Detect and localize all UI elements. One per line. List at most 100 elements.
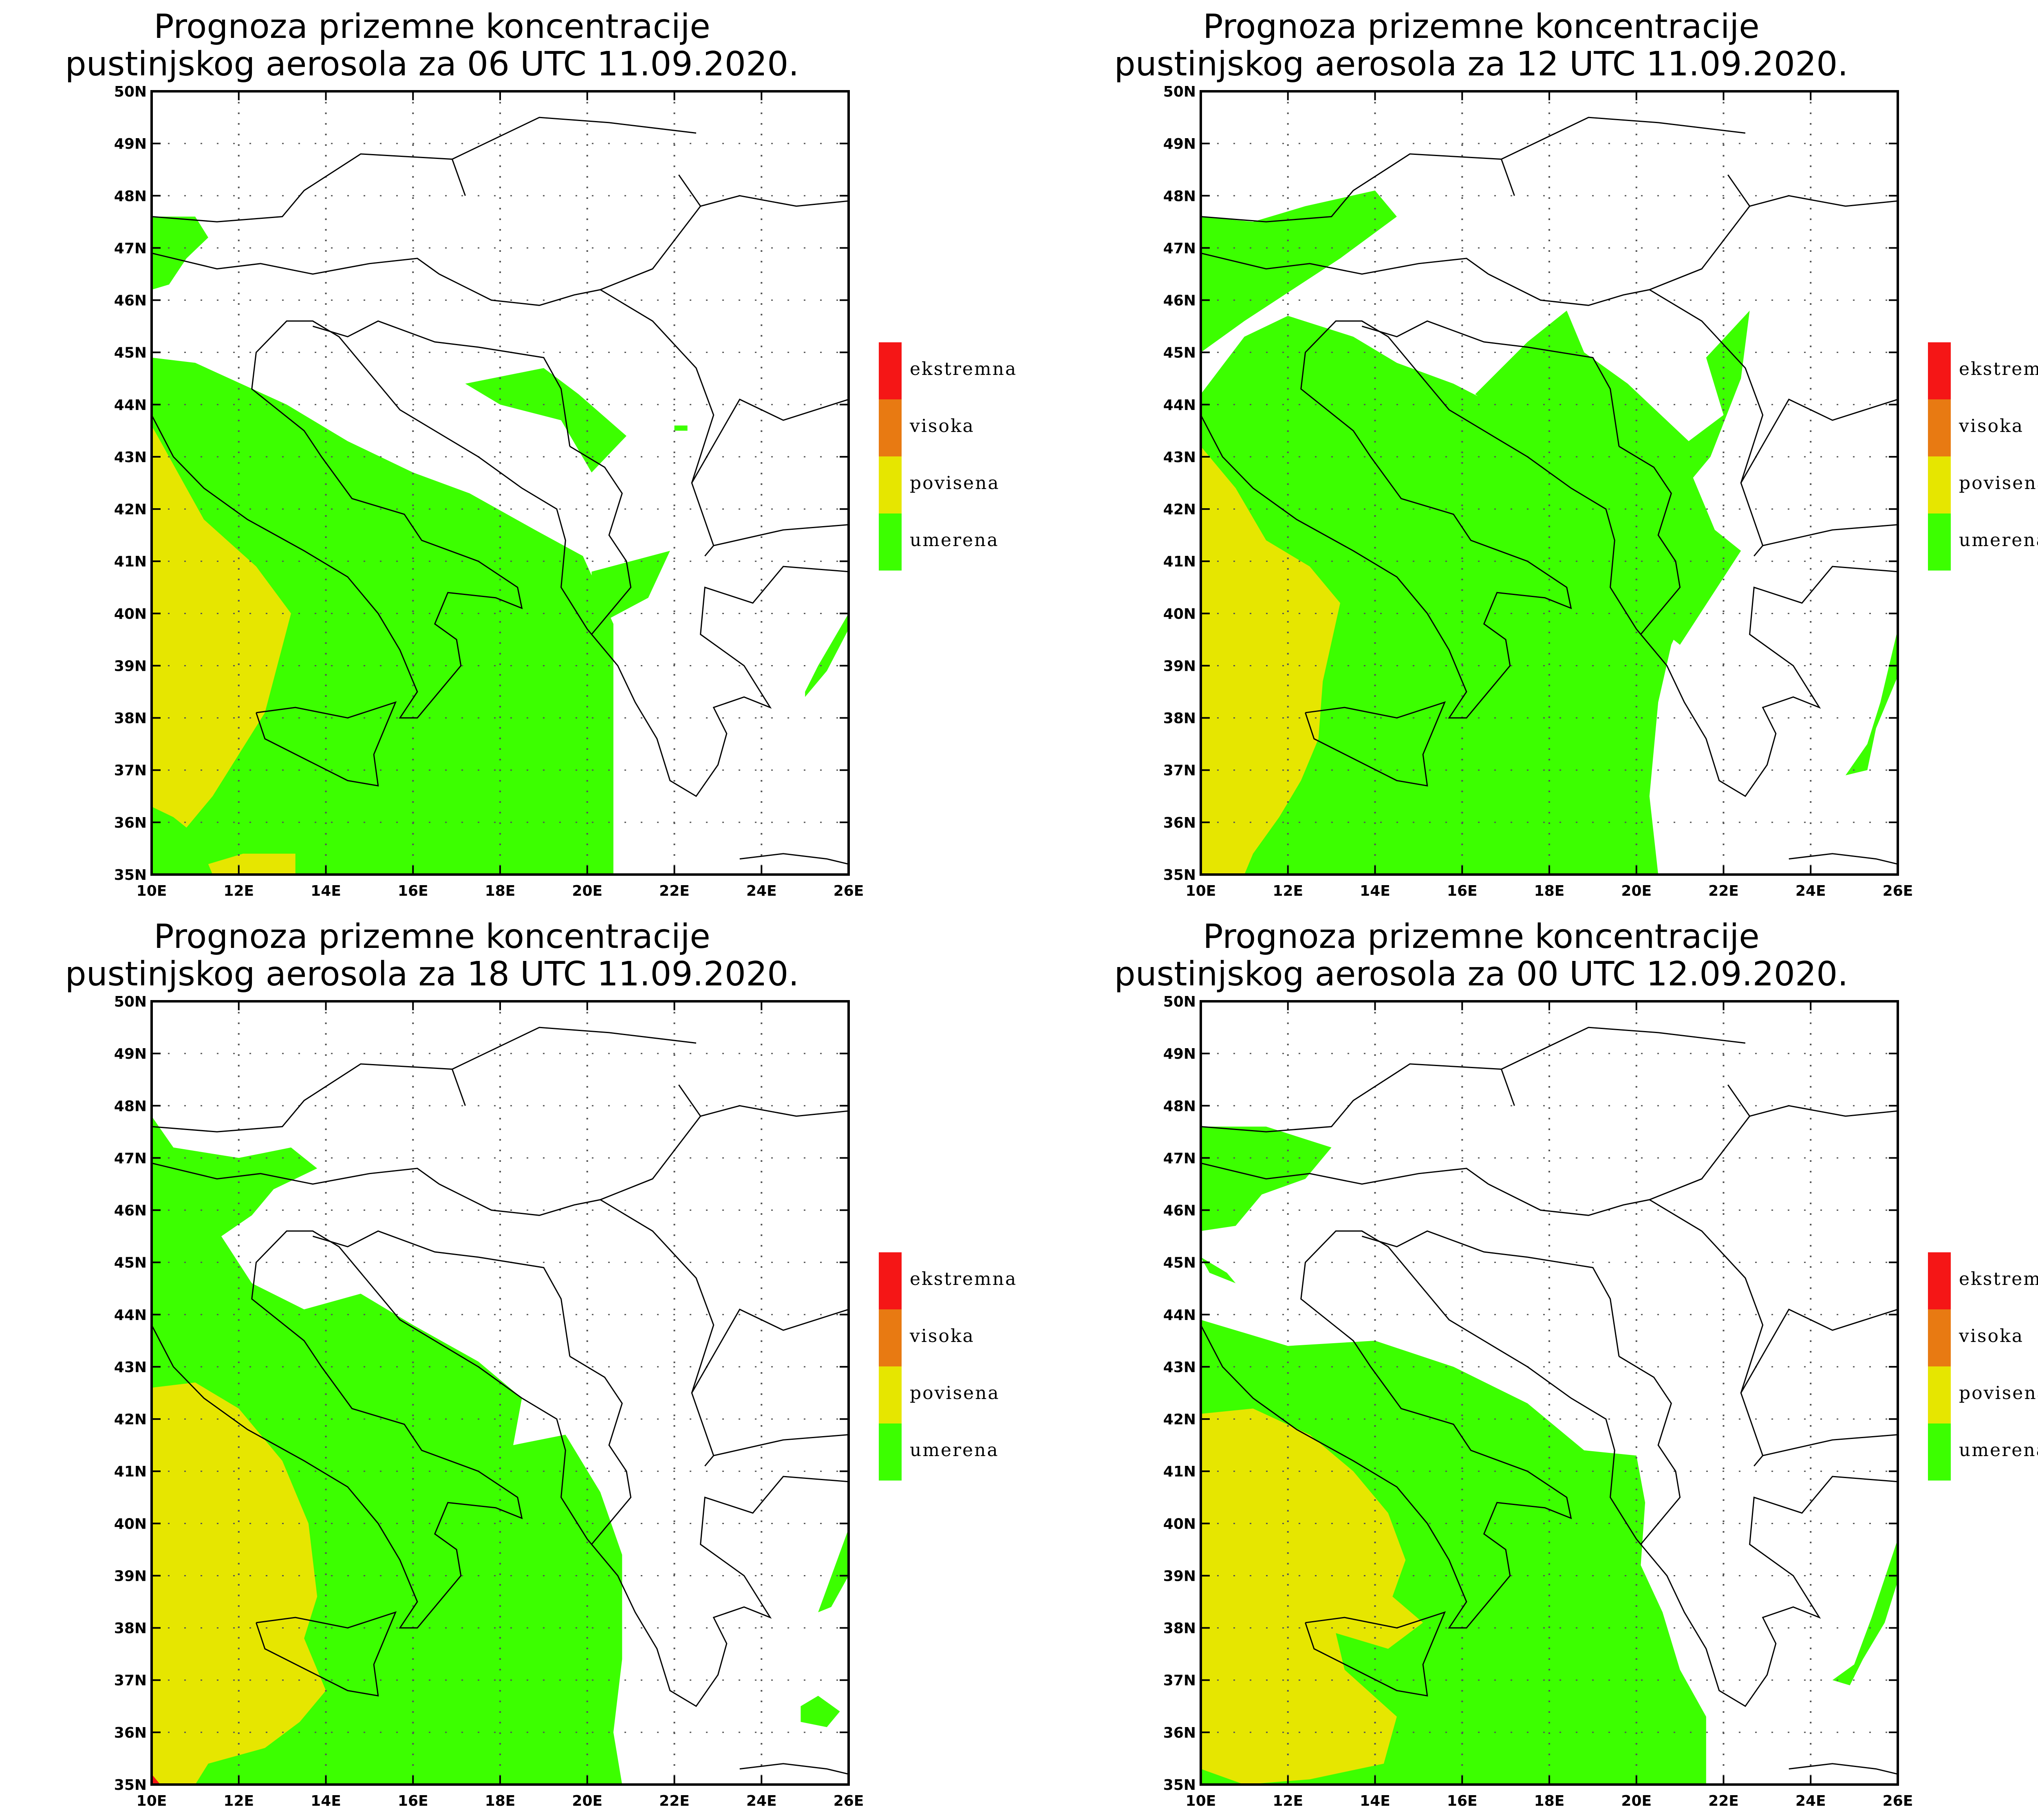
concentration-area-umerena: [805, 613, 849, 697]
lon-tick-label: 24E: [1795, 883, 1826, 899]
forecast-map: 10E 12E 14E 16E 18E 20E 22E 24E 26E 35N 36N 37N 38N 3…: [114, 994, 864, 1809]
lon-tick-label: 16E: [1447, 1793, 1478, 1809]
lat-tick-label: 40N: [114, 1516, 147, 1532]
lon-tick-label: 26E: [834, 1793, 864, 1809]
lat-tick-label: 43N: [1163, 449, 1196, 466]
lon-tick-label: 22E: [659, 883, 690, 899]
legend-item-ekstremna: ekstremna: [879, 342, 1050, 399]
concentration-area-umerena: [1845, 629, 1898, 776]
lat-tick-label: 45N: [1163, 345, 1196, 361]
forecast-map: 10E 12E 14E 16E 18E 20E 22E 24E 26E 35N 36N 37N 38N 3…: [1163, 994, 1913, 1809]
border-line: [1789, 853, 1898, 865]
concentration-area-umerena: [1832, 1539, 1898, 1686]
legend-label-povisena: povisena: [1959, 1383, 2038, 1404]
lon-tick-label: 24E: [746, 883, 777, 899]
border-line: [439, 174, 701, 306]
border-line: [713, 524, 849, 546]
border-line: [1749, 1105, 1898, 1117]
legend-item-visoka: visoka: [1928, 1309, 2038, 1366]
border-line: [691, 1309, 849, 1393]
lon-tick-label: 10E: [137, 883, 167, 899]
lon-tick-label: 10E: [1186, 1793, 1216, 1809]
lat-tick-label: 47N: [114, 240, 147, 257]
lat-tick-label: 49N: [1163, 136, 1196, 152]
lat-tick-label: 38N: [1163, 710, 1196, 727]
legend-label-visoka: visoka: [910, 1326, 975, 1346]
panel-title-line2: pustinjskog aerosola za 00 UTC 12.09.202…: [1114, 955, 1848, 994]
lon-tick-label: 24E: [1795, 1793, 1826, 1809]
border-line: [1749, 195, 1898, 207]
border-line: [152, 1162, 440, 1185]
concentration-area-ekstremna: [152, 1774, 161, 1785]
lat-tick-label: 40N: [114, 606, 147, 622]
legend-label-ekstremna: ekstremna: [1959, 359, 2038, 379]
concentration-area-povisena: [1201, 446, 1340, 875]
border-line: [700, 195, 849, 207]
border-line: [700, 1105, 849, 1117]
border-line: [1201, 1063, 1515, 1133]
legend-swatch-visoka: [879, 1309, 902, 1366]
lon-tick-label: 12E: [1273, 1793, 1303, 1809]
border-line: [739, 1763, 849, 1775]
lat-tick-label: 42N: [114, 1411, 147, 1428]
lat-tick-label: 47N: [1163, 240, 1196, 257]
legend-swatch-ekstremna: [1928, 1252, 1951, 1309]
border-line: [1501, 1027, 1746, 1070]
forecast-map: 10E 12E 14E 16E 18E 20E 22E 24E 26E 35N 36N 37N 38N 3…: [1163, 84, 1913, 899]
lat-tick-label: 45N: [114, 1255, 147, 1271]
lon-tick-label: 18E: [485, 1793, 516, 1809]
border-line: [256, 1611, 397, 1697]
legend-swatch-povisena: [1928, 1366, 1951, 1423]
border-line: [312, 320, 571, 447]
border-line: [739, 853, 849, 865]
lat-tick-label: 43N: [114, 449, 147, 466]
legend-label-visoka: visoka: [1959, 416, 2024, 436]
concentration-area-povisena: [1201, 1408, 1423, 1785]
legend-swatch-povisena: [879, 456, 902, 513]
lat-tick-label: 42N: [114, 501, 147, 518]
lon-tick-label: 16E: [398, 883, 428, 899]
lat-tick-label: 39N: [1163, 658, 1196, 674]
concentration-area-umerena: [465, 368, 626, 473]
legend-label-ekstremna: ekstremna: [910, 1269, 1017, 1289]
lat-tick-label: 37N: [114, 1672, 147, 1689]
lon-tick-label: 14E: [1360, 1793, 1390, 1809]
legend-swatch-ekstremna: [1928, 342, 1951, 399]
concentration-areas: [152, 1116, 849, 1785]
lat-tick-label: 50N: [114, 994, 147, 1010]
forecast-panel: Prognoza prizemne koncentracije pustinjs…: [0, 910, 1043, 1820]
lat-tick-label: 44N: [114, 1307, 147, 1324]
lat-tick-label: 48N: [1163, 1098, 1196, 1115]
legend-swatch-visoka: [1928, 1309, 1951, 1366]
border-line: [152, 1230, 849, 1707]
border-line: [1488, 1084, 1751, 1216]
lon-tick-label: 22E: [1708, 1793, 1739, 1809]
lat-tick-label: 36N: [114, 815, 147, 831]
border-line: [1488, 174, 1751, 306]
legend-item-umerena: umerena: [879, 513, 1050, 571]
lat-tick-label: 44N: [114, 397, 147, 414]
border-line: [1361, 1230, 1620, 1357]
border-line: [691, 399, 849, 483]
concentration-area-povisena: [1201, 1575, 1236, 1639]
lat-tick-label: 39N: [114, 658, 147, 674]
border-line: [1305, 701, 1446, 787]
lat-tick-label: 40N: [1163, 606, 1196, 622]
lat-tick-label: 37N: [1163, 1672, 1196, 1689]
panel-title-line1: Prognoza prizemne koncentracije: [154, 7, 710, 46]
legend-item-povisena: povisena: [1928, 456, 2038, 513]
lon-tick-label: 26E: [1883, 883, 1913, 899]
lat-tick-label: 35N: [114, 1777, 147, 1794]
lat-tick-label: 41N: [1163, 1463, 1196, 1480]
lat-tick-label: 35N: [1163, 867, 1196, 884]
lat-tick-label: 50N: [1163, 994, 1196, 1010]
concentration-area-povisena: [208, 853, 296, 875]
forecast-panel: Prognoza prizemne koncentracije pustinjs…: [0, 0, 1043, 910]
concentration-area-umerena: [152, 216, 208, 290]
lat-tick-label: 42N: [1163, 501, 1196, 518]
lat-tick-label: 48N: [1163, 188, 1196, 205]
legend-swatch-umerena: [1928, 1423, 1951, 1481]
border-line: [1762, 1434, 1898, 1456]
lon-tick-label: 20E: [1621, 1793, 1652, 1809]
border-line: [569, 446, 632, 635]
